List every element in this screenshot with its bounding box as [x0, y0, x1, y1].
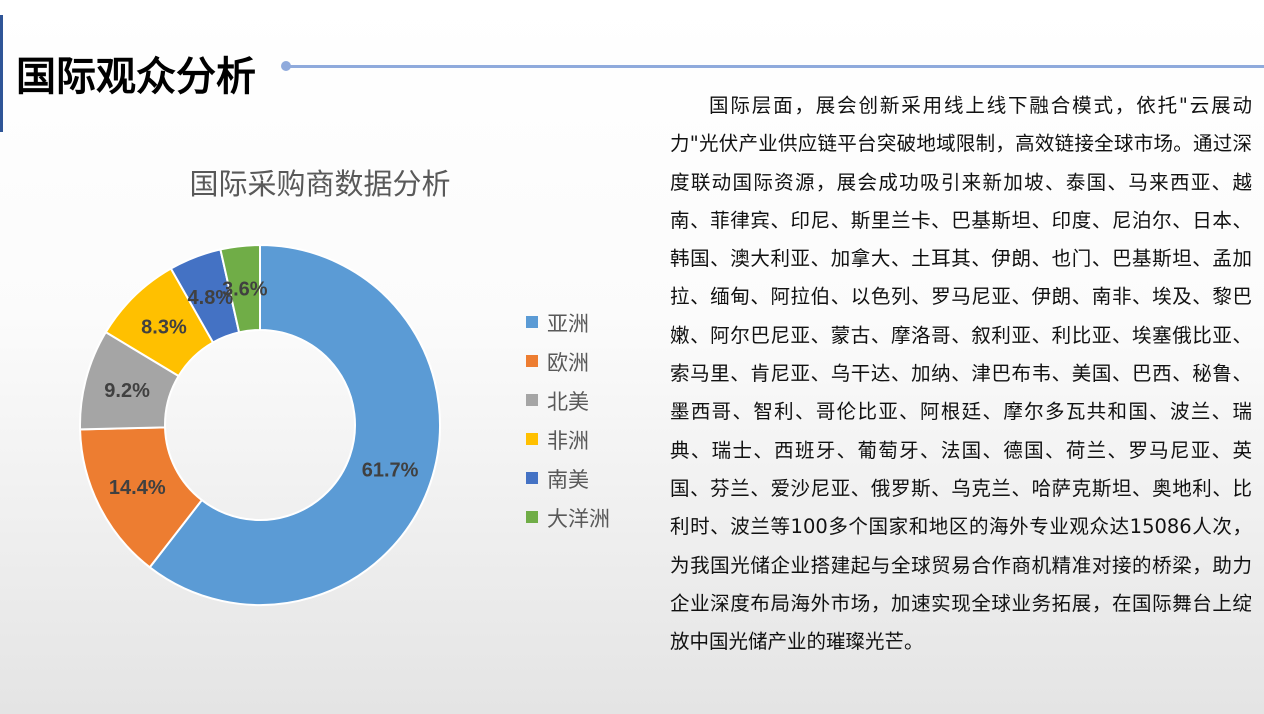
legend-label: 大洋洲	[547, 507, 610, 531]
chart-title: 国际采购商数据分析	[189, 167, 450, 201]
legend-swatch	[526, 433, 538, 445]
body-paragraph: 国际层面，展会创新采用线上线下融合模式，依托"云展动力"光伏产业供应链平台突破地…	[670, 94, 1252, 654]
data-label: 3.6%	[222, 278, 268, 300]
legend-swatch	[526, 472, 538, 484]
data-label: 8.3%	[141, 317, 187, 339]
divider-dot	[281, 61, 291, 71]
page-title: 国际观众分析	[16, 54, 256, 100]
donut-slice-0	[148, 243, 441, 606]
data-label: 9.2%	[104, 380, 150, 402]
legend-swatch	[526, 511, 538, 523]
donut-chart: 国际采购商数据分析 61.7% 14.4% 9.2% 8.3%4.8%3.6% 亚洲欧…	[79, 167, 610, 606]
legend-label: 北美	[547, 390, 589, 414]
title-divider-line	[284, 65, 1264, 68]
legend-label: 亚洲	[547, 312, 589, 336]
data-label: 14.4%	[109, 477, 166, 499]
legend-label: 非洲	[547, 429, 589, 453]
legend-swatch	[526, 316, 538, 328]
legend-label: 南美	[547, 468, 589, 492]
legend-swatch	[526, 355, 538, 367]
left-accent-bar	[0, 15, 3, 132]
legend-label: 欧洲	[547, 351, 589, 375]
legend-swatch	[526, 394, 538, 406]
data-label: 61.7%	[362, 459, 419, 481]
data-label: 4.8%	[188, 287, 234, 309]
donut-slice-5	[219, 243, 261, 334]
